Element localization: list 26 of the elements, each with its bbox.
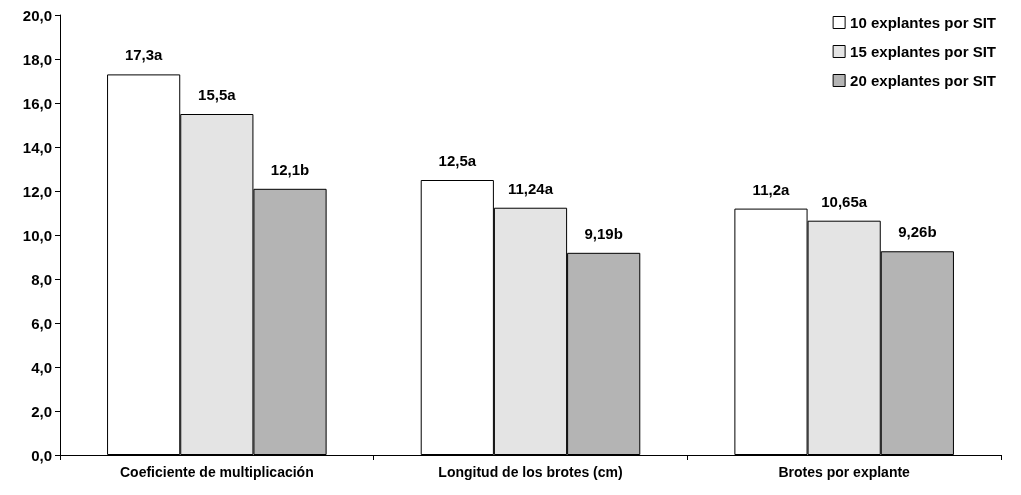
legend-label: 20 explantes por SIT [850,72,997,89]
y-tick-label: 6,0 [31,314,52,332]
x-tick-label: Longitud de los brotes (cm) [438,464,623,480]
data-label: 11,2a [752,180,790,198]
legend-label: 10 explantes por SIT [850,14,997,31]
data-label: 9,26b [898,223,937,241]
y-tick-label: 2,0 [31,402,52,420]
y-tick-label: 8,0 [31,270,52,288]
data-label: 17,3a [124,46,164,64]
y-tick-label: 12,0 [22,182,52,200]
y-tick-label: 20,0 [22,6,52,24]
data-label: 15,5a [198,86,237,103]
data-label: 10,65a [821,192,868,210]
y-tick-label: 14,0 [22,138,52,156]
legend-label: 15 explantes por SIT [850,43,997,60]
y-tick-label: 4,0 [31,358,52,376]
data-label: 9,19b [584,224,623,242]
x-tick-label: Brotes por explante [778,464,911,480]
x-tick-label: Coeficiente de multiplicación [119,464,314,480]
y-tick-label: 0,0 [31,446,52,464]
data-label: 11,24a [507,179,554,197]
y-tick-label: 10,0 [22,226,52,244]
data-label: 12,1b [270,160,310,178]
y-tick-label: 16,0 [22,94,52,112]
data-label: 12,5a [438,152,477,169]
y-tick-label: 18,0 [22,50,52,68]
